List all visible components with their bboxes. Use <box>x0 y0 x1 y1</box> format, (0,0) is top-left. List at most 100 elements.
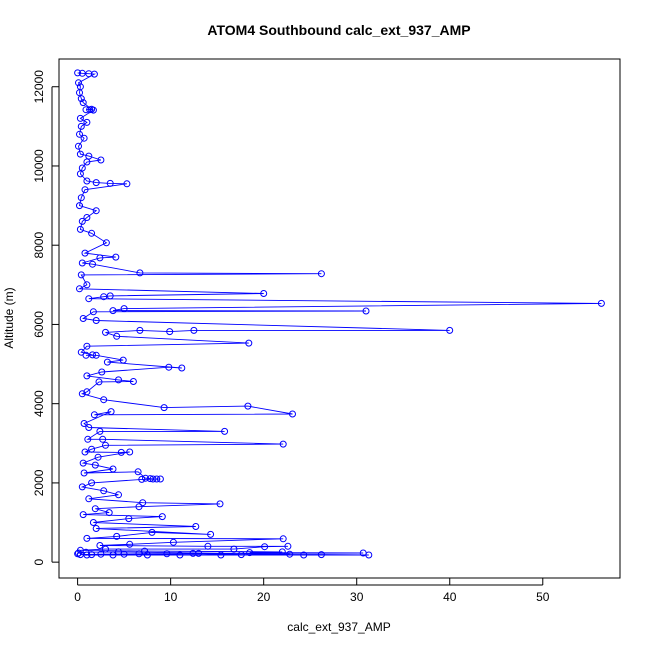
y-tick-label: 4000 <box>32 390 46 417</box>
data-point <box>279 535 287 543</box>
data-point <box>82 548 90 556</box>
data-point <box>80 134 88 142</box>
data-point <box>446 326 454 334</box>
data-point <box>78 259 86 267</box>
data-point <box>100 487 108 495</box>
data-point <box>123 180 131 188</box>
y-axis: 0 2000 4000 6000 8000 10000 12000 <box>32 70 59 565</box>
data-point <box>207 530 215 538</box>
data-point <box>95 378 103 386</box>
data-point <box>195 549 203 557</box>
data-point <box>119 356 127 364</box>
data-point <box>153 475 161 483</box>
data-point <box>136 269 144 277</box>
data-point <box>317 270 325 278</box>
data-point <box>89 351 96 359</box>
data-point <box>83 534 91 542</box>
data-point <box>362 307 370 315</box>
data-point <box>74 69 82 77</box>
data-point <box>126 448 134 456</box>
x-axis: 0 10 20 30 40 50 <box>74 578 550 604</box>
data-point <box>83 214 91 221</box>
y-axis-label: Altitude (m) <box>2 287 16 348</box>
data-point <box>237 551 245 559</box>
data-point <box>146 475 154 483</box>
data-point <box>106 292 114 300</box>
data-point <box>81 249 89 257</box>
y-tick-label: 8000 <box>32 232 46 259</box>
y-tick-label: 12000 <box>32 70 46 104</box>
data-point <box>190 326 198 334</box>
data-point <box>77 95 85 103</box>
data-point <box>96 542 104 549</box>
data-point <box>98 368 106 376</box>
data-point <box>79 99 87 107</box>
data-point <box>142 474 149 482</box>
data-point <box>75 142 82 150</box>
data-point <box>88 479 96 487</box>
data-point <box>96 427 104 435</box>
data-point <box>109 307 117 315</box>
data-point <box>134 468 142 476</box>
data-point <box>261 543 269 551</box>
data-point <box>76 114 84 122</box>
data-point <box>149 475 157 483</box>
data-point <box>84 435 92 443</box>
data-point <box>89 260 96 268</box>
data-point <box>99 435 107 443</box>
data-point <box>163 550 171 558</box>
data-point <box>78 217 86 225</box>
data-point <box>217 551 225 559</box>
data-point <box>115 491 122 499</box>
data-point <box>317 551 325 559</box>
x-axis-label: calc_ext_937_AMP <box>287 620 390 634</box>
data-point <box>365 551 373 559</box>
x-tick-label: 10 <box>164 590 178 604</box>
x-tick-label: 30 <box>350 590 364 604</box>
data-point <box>83 177 91 185</box>
data-point <box>83 388 91 396</box>
data-point <box>278 548 286 556</box>
data-point <box>289 410 296 418</box>
data-point <box>78 390 86 398</box>
plot-area <box>74 69 605 559</box>
data-point <box>160 404 168 412</box>
data-point <box>76 150 84 158</box>
data-point <box>79 511 87 519</box>
data-point <box>97 156 105 164</box>
data-point <box>78 483 86 491</box>
data-point <box>100 293 108 301</box>
data-point <box>86 106 94 114</box>
plot-frame <box>58 58 621 579</box>
data-point <box>88 551 96 559</box>
data-point <box>286 550 294 558</box>
data-point <box>300 551 308 559</box>
data-point <box>284 542 292 550</box>
data-point <box>82 351 90 359</box>
data-point <box>88 445 96 453</box>
data-point <box>260 290 268 297</box>
data-point <box>107 408 115 416</box>
data-point <box>90 70 98 78</box>
data-point <box>89 308 97 316</box>
data-point <box>216 500 224 508</box>
data-point <box>279 440 287 448</box>
data-point <box>245 339 253 347</box>
data-point <box>143 551 151 559</box>
data-point <box>83 118 91 126</box>
data-point <box>83 372 91 380</box>
data-point <box>105 509 113 517</box>
data-point <box>192 523 200 530</box>
data-point <box>79 459 87 467</box>
x-tick-label: 0 <box>74 590 81 604</box>
data-point <box>156 475 164 483</box>
data-point <box>115 376 122 384</box>
data-point <box>103 358 111 366</box>
data-point <box>91 505 99 513</box>
data-point <box>221 427 229 435</box>
data-point <box>139 499 147 507</box>
data-point <box>88 229 96 237</box>
data-point <box>120 305 128 313</box>
data-point <box>85 295 93 303</box>
